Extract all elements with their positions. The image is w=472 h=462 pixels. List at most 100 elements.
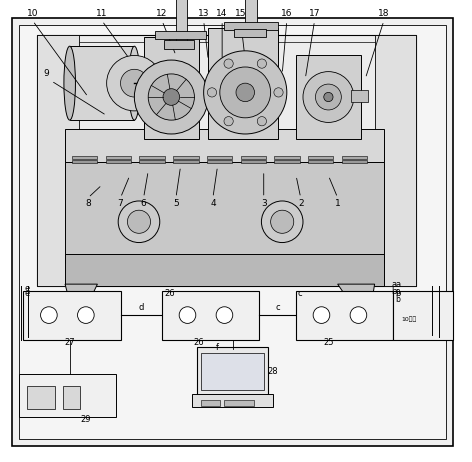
Bar <box>63 386 80 409</box>
Bar <box>37 35 79 286</box>
Bar <box>65 254 384 286</box>
Bar <box>44 42 409 280</box>
Circle shape <box>179 307 196 323</box>
Text: b: b <box>396 289 401 298</box>
Polygon shape <box>337 284 375 328</box>
Text: 26: 26 <box>194 338 204 347</box>
Circle shape <box>274 88 283 97</box>
Text: 15: 15 <box>235 9 246 18</box>
Text: 27: 27 <box>64 338 75 347</box>
Text: 18: 18 <box>378 9 389 18</box>
Bar <box>225 400 254 406</box>
Bar <box>225 22 278 30</box>
Bar <box>19 25 446 439</box>
Bar <box>139 160 165 163</box>
Circle shape <box>257 59 267 68</box>
Bar <box>296 291 393 340</box>
Bar <box>70 46 135 120</box>
Ellipse shape <box>64 46 76 120</box>
Bar <box>375 35 416 286</box>
Text: 17: 17 <box>309 9 320 18</box>
Circle shape <box>41 307 57 323</box>
Text: 11: 11 <box>96 9 108 18</box>
Bar <box>162 291 259 340</box>
Circle shape <box>350 307 367 323</box>
Bar <box>19 374 116 417</box>
Circle shape <box>257 116 267 126</box>
Polygon shape <box>65 162 384 263</box>
Circle shape <box>261 201 303 243</box>
Bar <box>72 156 97 159</box>
Bar <box>234 29 266 37</box>
Circle shape <box>270 210 294 233</box>
Bar <box>173 160 199 163</box>
Text: 7: 7 <box>118 199 123 208</box>
Bar <box>72 160 97 163</box>
Text: 16: 16 <box>281 9 293 18</box>
Circle shape <box>203 51 287 134</box>
Bar <box>202 353 264 390</box>
Bar <box>37 35 416 286</box>
Circle shape <box>163 89 180 105</box>
Bar <box>173 156 199 159</box>
Polygon shape <box>65 284 97 328</box>
Text: b: b <box>396 295 400 304</box>
Circle shape <box>313 307 330 323</box>
Bar <box>342 160 367 163</box>
Text: d: d <box>139 303 144 312</box>
Bar <box>176 0 187 46</box>
Text: e: e <box>25 289 30 298</box>
Polygon shape <box>65 129 384 162</box>
Bar <box>207 160 232 163</box>
Ellipse shape <box>128 46 140 120</box>
Text: 3: 3 <box>261 199 267 208</box>
Circle shape <box>207 88 217 97</box>
Bar <box>192 394 273 407</box>
Circle shape <box>324 92 333 102</box>
Bar <box>208 28 278 139</box>
Bar <box>245 0 257 32</box>
Text: 5: 5 <box>173 199 179 208</box>
Text: 2: 2 <box>298 199 303 208</box>
Text: 29: 29 <box>81 415 91 424</box>
Text: f: f <box>216 343 219 352</box>
Bar <box>155 31 206 39</box>
Text: 6: 6 <box>141 199 146 208</box>
Circle shape <box>135 60 208 134</box>
Text: 26: 26 <box>164 289 175 298</box>
Bar <box>241 160 266 163</box>
Text: 1: 1 <box>335 199 340 208</box>
Bar <box>308 156 334 159</box>
Text: 12: 12 <box>156 9 168 18</box>
Bar <box>143 37 199 139</box>
Text: 13: 13 <box>198 9 210 18</box>
Circle shape <box>303 72 354 122</box>
Text: b: b <box>391 286 396 296</box>
Circle shape <box>216 307 233 323</box>
Circle shape <box>315 84 341 110</box>
Bar <box>308 160 334 163</box>
Bar <box>106 156 131 159</box>
Circle shape <box>220 67 270 118</box>
Bar <box>197 346 269 395</box>
Text: a: a <box>396 287 400 297</box>
Text: 14: 14 <box>217 9 228 18</box>
Bar <box>106 160 131 163</box>
Bar <box>274 156 300 159</box>
Bar <box>296 55 361 139</box>
Text: 10通道: 10通道 <box>402 316 417 322</box>
Text: 9: 9 <box>44 69 50 79</box>
Text: a: a <box>391 280 396 289</box>
Text: c: c <box>275 303 280 312</box>
Bar <box>24 291 120 340</box>
Bar <box>207 156 232 159</box>
Text: 25: 25 <box>323 338 334 347</box>
Text: e: e <box>25 284 30 293</box>
Circle shape <box>127 210 151 233</box>
Bar <box>274 160 300 163</box>
Bar <box>27 386 55 409</box>
Text: a: a <box>396 280 401 289</box>
Circle shape <box>148 74 194 120</box>
Circle shape <box>224 116 233 126</box>
Circle shape <box>118 201 160 243</box>
